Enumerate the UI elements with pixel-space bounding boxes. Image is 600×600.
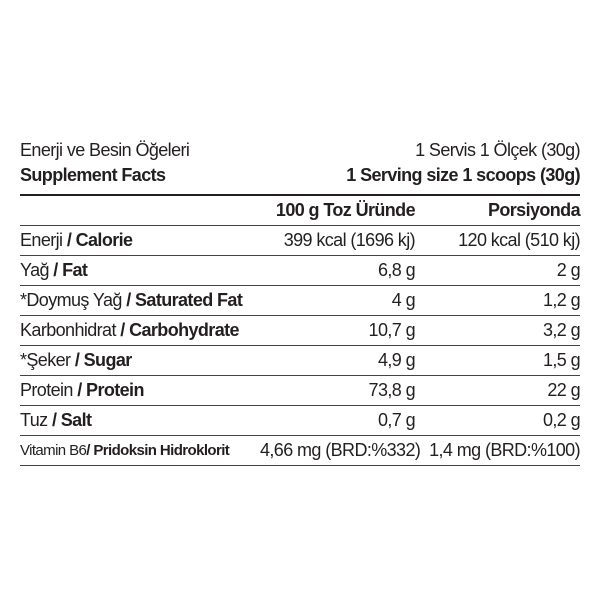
table-row: Protein / Protein 73,8 g 22 g [20,376,581,406]
nutrient-en-separator: / [70,350,84,370]
nutrient-en: Sugar [83,350,133,370]
serving-value: 120 kcal (510 kj) [458,230,580,250]
table-row: Enerji / Calorie 399 kcal (1696 kj) 120 kc… [20,226,581,256]
per100-value: 4 g [391,290,416,310]
nutrient-tr: Protein [20,380,73,400]
column-header-per100: 100 g Toz Üründe [275,200,416,220]
table-row: *Doymuş Yağ / Saturated Fat 4 g 1,2 g [20,286,581,316]
en-header-line: Supplement Facts 1 Serving size 1 scoops… [20,163,581,188]
nutrient-tr: *Doymuş Yağ [20,290,122,310]
nutrient-tr: Yağ [20,260,50,280]
nutrient-en-separator: / [62,230,76,250]
per100-value: 399 kcal (1696 kj) [283,230,416,250]
per100-value: 4,66 mg (BRD:%332) [260,440,421,460]
nutrient-en-separator: / [48,260,63,280]
nutrient-name: Karbonhidrat / Carbohydrate [20,316,260,345]
nutrient-name: Yağ / Fat [20,256,260,285]
serving-value: 2 g [556,260,581,280]
nutrient-en: Protein [86,380,144,400]
column-header-serving: Porsiyonda [487,200,581,220]
nutrient-en: Calorie [75,230,133,250]
nutrient-en-separator: / [115,320,130,340]
tr-serving: 1 Servis 1 Ölçek (30g) [415,140,580,160]
table-row: Karbonhidrat / Carbohydrate 10,7 g 3,2 g [20,316,581,346]
nutrient-en-separator: / [86,442,94,459]
per100-value: 73,8 g [368,380,416,400]
nutrient-name: Protein / Protein [20,376,260,405]
serving-value: 3,2 g [542,320,581,340]
nutrient-en: Fat [62,260,88,280]
nutrient-en-separator: / [121,290,135,310]
nutrient-name: Vitamin B6/ Pridoksin Hidroklorit [20,436,260,465]
nutrient-name: Enerji / Calorie [20,226,260,255]
serving-value: 1,4 mg (BRD:%100) [429,440,580,460]
serving-value: 1,2 g [542,290,581,310]
nutrient-tr: Tuz [20,410,48,430]
per100-value: 4,9 g [377,350,416,370]
nutrient-en: Saturated Fat [135,290,243,310]
nutrient-en: Salt [60,410,92,430]
nutrient-tr: Vitamin B6 [20,442,87,459]
nutrient-tr: Enerji [20,230,63,250]
serving-value: 0,2 g [542,410,581,430]
table-row: Tuz / Salt 0,7 g 0,2 g [20,406,581,436]
per100-value: 0,7 g [377,410,416,430]
en-title: Supplement Facts [20,165,166,185]
table-row: Yağ / Fat 6,8 g 2 g [20,256,581,286]
nutrient-en-separator: / [72,380,87,400]
serving-value: 22 g [547,380,580,400]
nutrient-en: Pridoksin Hidroklorit [93,442,230,459]
column-header-nutrient [20,196,260,225]
per100-value: 6,8 g [377,260,416,280]
nutrient-en-separator: / [47,410,61,430]
table-row: Vitamin B6/ Pridoksin Hidroklorit 4,66 mg… [20,436,581,466]
column-header-row: 100 g Toz Üründe Porsiyonda [20,194,581,226]
tr-header-line: Enerji ve Besin Öğeleri 1 Servis 1 Ölçek… [20,138,581,163]
en-serving: 1 Serving size 1 scoops (30g) [346,165,580,185]
supplement-facts-table: Enerji ve Besin Öğeleri 1 Servis 1 Ölçek… [20,138,581,466]
per100-value: 10,7 g [368,320,416,340]
nutrient-tr: Karbonhidrat [20,320,116,340]
table-row: *Şeker / Sugar 4,9 g 1,5 g [20,346,581,376]
nutrient-tr: *Şeker [20,350,71,370]
nutrient-en: Carbohydrate [129,320,239,340]
tr-title: Enerji ve Besin Öğeleri [20,140,190,160]
nutrient-name: *Doymuş Yağ / Saturated Fat [20,286,260,315]
nutrient-name: Tuz / Salt [20,406,260,435]
nutrient-name: *Şeker / Sugar [20,346,260,375]
serving-value: 1,5 g [542,350,581,370]
